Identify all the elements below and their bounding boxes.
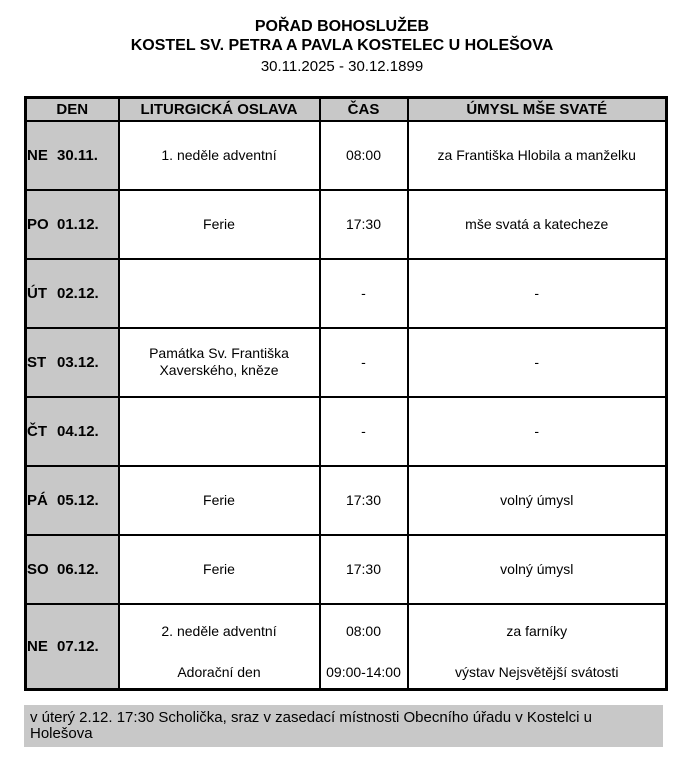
date-range: 30.11.2025 - 30.12.1899 [260, 58, 424, 75]
celebration-cell: Ferie [117, 188, 321, 260]
table-row: ST 03.12. Památka Sv. Františka Xaverskéh… [24, 326, 668, 398]
day-abbrev: ČT [27, 422, 47, 440]
intention-cell: za farníky výstav Nejsvětější svátosti [406, 602, 668, 691]
time-cell: - [318, 326, 409, 398]
intention-text: mše svatá a katecheze [465, 215, 609, 232]
time-text: 17:30 [345, 560, 382, 577]
time-text: - [361, 422, 366, 439]
day-date: 04.12. [57, 422, 99, 440]
celebration-cell: Památka Sv. Františka Xaverského, kněze [117, 326, 321, 398]
intention-cell: mše svatá a katecheze [406, 188, 668, 260]
day-date: 01.12. [57, 215, 99, 233]
intention-cell: za Františka Hlobila a manželku [406, 119, 668, 191]
day-date: 05.12. [57, 491, 99, 509]
table-row: ÚT 02.12. - - [24, 257, 668, 329]
column-header-den: DEN [24, 96, 120, 122]
day-cell: ST 03.12. [24, 326, 120, 398]
day-abbrev: ÚT [27, 284, 47, 302]
day-date: 06.12. [57, 560, 99, 578]
time-secondary-text: 09:00-14:00 [326, 663, 401, 680]
celebration-cell [117, 395, 321, 467]
intention-cell: - [406, 395, 668, 467]
day-cell: PÁ 05.12. [24, 464, 120, 536]
day-cell: ÚT 02.12. [24, 257, 120, 329]
day-abbrev: PO [27, 215, 49, 233]
celebration-cell: Ferie [117, 533, 321, 605]
title-block: POŘAD BOHOSLUŽEB KOSTEL SV. PETRA A PAVL… [0, 0, 684, 77]
time-cell: - [318, 257, 409, 329]
day-abbrev: NE [27, 146, 48, 164]
time-cell: 08:00 [318, 119, 409, 191]
table-row: PO 01.12. Ferie 17:30 mše svatá a kateche… [24, 188, 668, 260]
intention-secondary-text: výstav Nejsvětější svátosti [455, 663, 619, 680]
intention-text: volný úmysl [500, 491, 574, 508]
column-header-umysl-mse-svate: ÚMYSL MŠE SVATÉ [406, 96, 668, 122]
time-text: - [361, 284, 366, 301]
celebration-text: Ferie [203, 215, 235, 232]
celebration-cell: Ferie [117, 464, 321, 536]
time-text: 08:00 [345, 622, 382, 639]
celebration-cell: 1. neděle adventní [117, 119, 321, 191]
church-name: KOSTEL SV. PETRA A PAVLA KOSTELEC U HOLE… [130, 37, 554, 54]
intention-text: - [534, 284, 540, 301]
day-abbrev: ST [27, 353, 47, 371]
intention-text: volný úmysl [500, 560, 574, 577]
table-row: NE 30.11. 1. neděle adventní 08:00 za Fra… [24, 119, 668, 191]
intention-cell: volný úmysl [406, 464, 668, 536]
intention-cell: - [406, 326, 668, 398]
day-abbrev: SO [27, 560, 49, 578]
day-cell: NE 30.11. [24, 119, 120, 191]
day-cell: PO 01.12. [24, 188, 120, 260]
celebration-text: Ferie [203, 560, 235, 577]
day-abbrev: PÁ [27, 491, 48, 509]
celebration-text: 1. neděle adventní [161, 146, 277, 163]
celebration-secondary-text: Adorační den [177, 663, 261, 680]
intention-cell: - [406, 257, 668, 329]
day-date: 07.12. [57, 637, 99, 655]
table-row: ČT 04.12. - - [24, 395, 668, 467]
celebration-cell [117, 257, 321, 329]
celebration-text: Památka Sv. Františka Xaverského, kněze [149, 345, 289, 378]
page-title: POŘAD BOHOSLUŽEB [254, 18, 430, 35]
time-text: 17:30 [345, 215, 382, 232]
intention-text: - [534, 353, 540, 370]
footer-note: v úterý 2.12. 17:30 Scholička, sraz v za… [24, 705, 663, 747]
intention-text: za farníky [506, 622, 568, 639]
time-cell: 08:00 09:00-14:00 [318, 602, 409, 691]
table-row: PÁ 05.12. Ferie 17:30 volný úmysl [24, 464, 668, 536]
time-text: - [361, 353, 366, 370]
table-row: SO 06.12. Ferie 17:30 volný úmysl [24, 533, 668, 605]
day-cell: SO 06.12. [24, 533, 120, 605]
schedule-table: DEN LITURGICKÁ OSLAVA ČAS ÚMYSL MŠE SVAT… [24, 96, 668, 691]
day-abbrev: NE [27, 637, 48, 655]
celebration-text: 2. neděle adventní [161, 622, 277, 639]
day-cell: ČT 04.12. [24, 395, 120, 467]
day-date: 02.12. [57, 284, 99, 302]
time-text: 08:00 [345, 146, 382, 163]
intention-text: za Františka Hlobila a manželku [437, 146, 636, 163]
intention-text: - [534, 422, 540, 439]
column-header-liturgicka-oslava: LITURGICKÁ OSLAVA [117, 96, 321, 122]
column-header-cas: ČAS [318, 96, 409, 122]
time-text: 17:30 [345, 491, 382, 508]
time-cell: 17:30 [318, 533, 409, 605]
day-cell: NE 07.12. [24, 602, 120, 691]
table-header-row: DEN LITURGICKÁ OSLAVA ČAS ÚMYSL MŠE SVAT… [24, 96, 668, 122]
time-cell: - [318, 395, 409, 467]
time-cell: 17:30 [318, 464, 409, 536]
intention-cell: volný úmysl [406, 533, 668, 605]
celebration-cell: 2. neděle adventní Adorační den [117, 602, 321, 691]
time-cell: 17:30 [318, 188, 409, 260]
day-date: 03.12. [57, 353, 99, 371]
table-row: NE 07.12. 2. neděle adventní Adorační den… [24, 602, 668, 691]
day-date: 30.11. [57, 146, 98, 164]
celebration-text: Ferie [203, 491, 235, 508]
